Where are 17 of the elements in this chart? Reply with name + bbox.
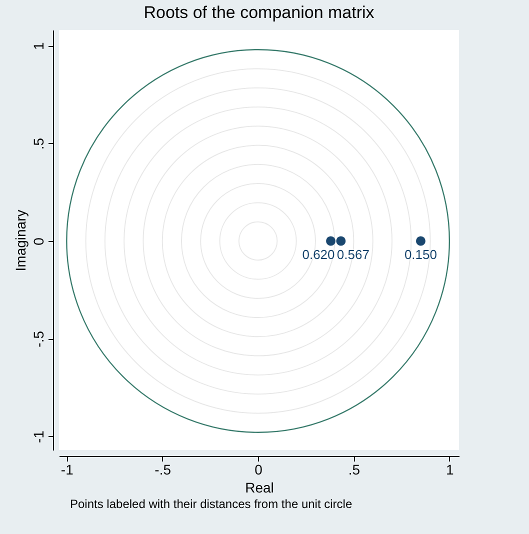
y-tick-label: 0 (30, 237, 46, 246)
x-tick-label: -.5 (154, 462, 172, 478)
y-tick-label: -1 (30, 430, 46, 444)
x-tick-label: 0 (254, 462, 263, 478)
chart-title: Roots of the companion matrix (144, 3, 375, 22)
annotation: 0.620 (302, 246, 335, 262)
x-tick-label: .5 (348, 462, 360, 478)
y-tick-label: -.5 (30, 330, 46, 348)
text: Points labeled with their distances from the unit circle (70, 497, 354, 511)
x-tick-label: 1 (446, 462, 454, 478)
y-tick-label: 1 (30, 42, 46, 50)
y-tick-label: .5 (30, 138, 46, 150)
x-tick-label: -1 (60, 462, 74, 478)
x-axis-title: Real (245, 480, 274, 496)
annotation: 0.567 (336, 246, 370, 262)
annotation: 0.150 (404, 246, 437, 262)
y-axis-title: Imaginary (12, 210, 28, 272)
